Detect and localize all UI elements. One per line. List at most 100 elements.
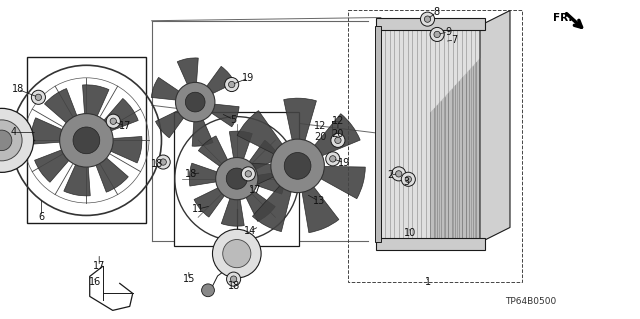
Wedge shape	[253, 171, 284, 194]
Circle shape	[202, 284, 214, 297]
Text: 13: 13	[312, 196, 325, 206]
FancyArrowPatch shape	[566, 14, 582, 27]
Text: 19: 19	[242, 73, 255, 83]
Text: 10: 10	[403, 228, 416, 238]
Wedge shape	[247, 140, 280, 171]
Circle shape	[186, 92, 205, 112]
Circle shape	[110, 118, 116, 124]
Text: 17: 17	[93, 261, 106, 271]
Text: 3: 3	[403, 177, 410, 187]
Circle shape	[223, 240, 251, 268]
Text: 8: 8	[433, 7, 440, 17]
Bar	[174, 112, 300, 246]
Circle shape	[271, 139, 324, 193]
Circle shape	[156, 155, 170, 169]
Wedge shape	[31, 118, 68, 144]
Circle shape	[175, 82, 215, 122]
Circle shape	[326, 152, 340, 166]
Bar	[348, 10, 522, 282]
Circle shape	[0, 130, 12, 151]
Text: 18: 18	[227, 280, 240, 291]
Wedge shape	[35, 148, 73, 182]
FancyBboxPatch shape	[376, 238, 485, 250]
Wedge shape	[221, 195, 244, 226]
Text: 12: 12	[314, 121, 326, 131]
Circle shape	[335, 137, 341, 144]
Text: FR.: FR.	[553, 13, 572, 23]
Wedge shape	[194, 186, 227, 217]
Text: 18: 18	[184, 169, 197, 179]
Circle shape	[392, 167, 406, 181]
Wedge shape	[237, 111, 283, 155]
Circle shape	[160, 159, 166, 165]
Wedge shape	[151, 78, 182, 100]
Wedge shape	[302, 186, 339, 233]
Wedge shape	[205, 66, 235, 95]
Text: 5: 5	[230, 115, 237, 125]
Wedge shape	[156, 109, 186, 138]
Bar	[375, 26, 381, 242]
Wedge shape	[105, 137, 142, 163]
Circle shape	[430, 27, 444, 41]
Polygon shape	[430, 58, 480, 242]
Wedge shape	[100, 99, 138, 133]
Text: 14: 14	[243, 226, 256, 236]
Wedge shape	[252, 184, 292, 232]
Text: 17: 17	[118, 121, 131, 131]
Text: 6: 6	[38, 212, 45, 222]
Circle shape	[245, 171, 252, 177]
Circle shape	[106, 114, 120, 128]
Circle shape	[60, 114, 113, 167]
Text: 16: 16	[88, 277, 101, 287]
Circle shape	[420, 12, 435, 26]
Wedge shape	[230, 162, 275, 194]
Circle shape	[0, 120, 22, 161]
Circle shape	[284, 152, 311, 179]
Circle shape	[228, 81, 235, 88]
Polygon shape	[480, 11, 510, 242]
Text: 15: 15	[182, 274, 195, 284]
Circle shape	[434, 31, 440, 38]
Text: 17: 17	[248, 185, 261, 195]
Text: 18: 18	[150, 159, 163, 169]
Circle shape	[225, 78, 239, 92]
Circle shape	[216, 158, 258, 200]
Text: 19: 19	[338, 158, 351, 168]
Text: 9: 9	[445, 27, 451, 37]
Text: 1: 1	[424, 277, 431, 287]
Circle shape	[330, 156, 336, 162]
Circle shape	[227, 272, 241, 286]
Circle shape	[230, 276, 237, 282]
Wedge shape	[229, 131, 252, 162]
Wedge shape	[83, 85, 109, 122]
Wedge shape	[284, 98, 316, 142]
Circle shape	[331, 133, 345, 147]
Circle shape	[73, 127, 100, 154]
Wedge shape	[192, 117, 213, 146]
Wedge shape	[319, 166, 365, 199]
Wedge shape	[64, 159, 90, 196]
Bar	[381, 26, 480, 242]
Circle shape	[405, 176, 412, 182]
Circle shape	[396, 171, 402, 177]
Circle shape	[227, 168, 248, 189]
Circle shape	[31, 90, 45, 104]
Wedge shape	[189, 163, 220, 186]
Circle shape	[424, 16, 431, 22]
Wedge shape	[45, 89, 79, 127]
Circle shape	[241, 167, 255, 181]
Text: 4: 4	[11, 127, 17, 137]
Circle shape	[35, 94, 42, 100]
Circle shape	[401, 172, 415, 186]
Text: 18: 18	[12, 84, 24, 94]
Text: 20: 20	[332, 129, 344, 139]
Wedge shape	[198, 136, 229, 168]
Wedge shape	[244, 189, 275, 221]
Text: TP64B0500: TP64B0500	[506, 297, 557, 306]
Text: 20: 20	[314, 132, 326, 142]
Wedge shape	[314, 114, 360, 156]
FancyBboxPatch shape	[376, 18, 485, 30]
Circle shape	[0, 108, 34, 172]
Text: 12: 12	[332, 116, 344, 126]
Circle shape	[212, 229, 261, 278]
